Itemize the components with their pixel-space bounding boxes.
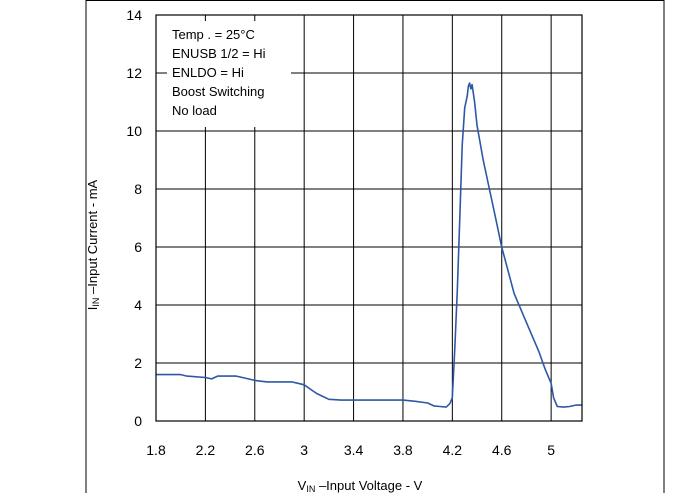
annotation-line-enldo: ENLDO = Hi <box>172 65 244 80</box>
y-tick-label: 2 <box>134 355 142 371</box>
y-tick-label: 0 <box>134 413 142 429</box>
annotation-background <box>167 21 291 127</box>
x-axis-title-main: V <box>298 478 307 493</box>
x-tick-label: 1.8 <box>146 442 166 458</box>
y-axis-title-main: I <box>85 307 100 311</box>
x-tick-label: 2.2 <box>196 442 216 458</box>
x-tick-label: 3.8 <box>393 442 413 458</box>
plot-area-border <box>155 14 583 422</box>
annotation-line-boost: Boost Switching <box>172 84 265 99</box>
x-tick-label: 4.6 <box>492 442 512 458</box>
y-tick-label: 4 <box>134 297 142 313</box>
y-axis-title-rest: –Input Current - mA <box>85 179 100 297</box>
series-line-input-current <box>156 82 582 408</box>
y-tick-label: 6 <box>134 239 142 255</box>
grid <box>156 15 582 421</box>
x-tick-label: 4.2 <box>443 442 463 458</box>
y-tick-label: 8 <box>134 181 142 197</box>
x-axis-title-rest: –Input Voltage - V <box>315 478 422 493</box>
x-axis-title: VIN –Input Voltage - V <box>298 478 423 493</box>
y-tick-label: 10 <box>126 123 142 139</box>
y-axis-title: IIN –Input Current - mA <box>85 179 101 310</box>
annotation-box: Temp . = 25°C ENUSB 1/2 = Hi ENLDO = Hi … <box>167 21 291 127</box>
x-axis-title-subscript: IN <box>306 484 315 493</box>
annotation-line-load: No load <box>172 103 217 118</box>
x-tick-label: 5 <box>547 442 555 458</box>
x-tick-label: 3.4 <box>344 442 364 458</box>
annotation-line-temp: Temp . = 25°C <box>172 27 255 42</box>
y-tick-label: 12 <box>126 65 142 81</box>
y-axis-title-subscript: IN <box>91 298 101 307</box>
y-tick-labels: 0 2 4 6 8 10 12 14 <box>126 7 142 429</box>
x-tick-label: 3 <box>300 442 308 458</box>
x-tick-labels: 1.8 2.2 2.6 3 3.4 3.8 4.2 4.6 5 <box>146 442 555 458</box>
y-tick-label: 14 <box>126 7 142 23</box>
annotation-line-enusb: ENUSB 1/2 = Hi <box>172 46 266 61</box>
x-tick-label: 2.6 <box>245 442 265 458</box>
